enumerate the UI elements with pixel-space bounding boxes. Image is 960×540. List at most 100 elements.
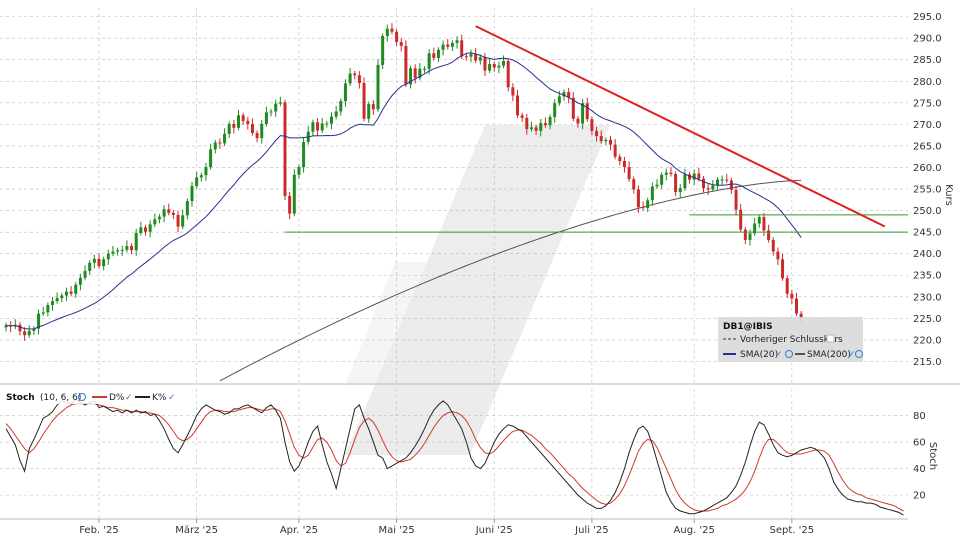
candle [297, 164, 301, 179]
candle [539, 118, 543, 137]
candle-body [711, 185, 715, 190]
candle [683, 168, 687, 191]
candle-body [97, 258, 101, 267]
price-y-axis: 215.0 220.0 225.0 230.0 235.0 240.0 245.0 250.0… [913, 12, 942, 368]
legend-sma20-check-icon[interactable]: ✓ [775, 350, 783, 360]
candle [753, 217, 757, 237]
candle-body [269, 111, 273, 113]
candle [632, 176, 636, 194]
stoch-d-label: D% [109, 393, 125, 403]
candle-body [469, 53, 473, 57]
candle-body [288, 195, 292, 214]
candle-body [153, 219, 157, 225]
candle [497, 61, 501, 74]
legend-sma200-check-icon[interactable]: ✓ [848, 350, 856, 360]
candle-body [571, 97, 575, 119]
price-tick-label: 255.0 [913, 185, 942, 196]
candle-body [74, 284, 78, 294]
legend-title: DB1@IBIS [723, 322, 773, 332]
candle [525, 113, 529, 135]
x-tick-label: März '25 [175, 525, 218, 536]
stoch-k-check-icon[interactable]: ✓ [168, 393, 176, 403]
candle-body [785, 278, 789, 294]
candle [330, 112, 333, 130]
candle-body [92, 258, 96, 263]
x-tick-label: Sept. '25 [770, 525, 815, 536]
candle-body [478, 57, 482, 61]
price-tick-label: 275.0 [913, 98, 942, 109]
candle [511, 83, 515, 102]
candle [102, 256, 106, 271]
sma20-line [5, 52, 802, 330]
candle [418, 63, 422, 81]
legend-sma200-settings-icon[interactable] [855, 350, 863, 358]
candle-body [209, 149, 213, 168]
candle-body [83, 270, 87, 278]
candle-body [367, 104, 371, 119]
candle [622, 156, 626, 173]
candle [74, 282, 78, 298]
candle-body [725, 179, 729, 181]
candle [288, 191, 292, 220]
candle-body [223, 133, 227, 144]
candle-body [283, 102, 287, 196]
candle [371, 100, 375, 115]
candle [381, 33, 385, 69]
legend-toggle-checkbox[interactable] [826, 334, 835, 343]
stoch-settings-icon[interactable] [78, 393, 86, 401]
candle-body [520, 115, 524, 118]
candle-body [371, 104, 375, 110]
candle-body [441, 44, 445, 50]
candle-body [720, 179, 724, 181]
candle-body [436, 49, 440, 58]
legend-sma20-label: SMA(20) [740, 350, 778, 360]
candle [181, 209, 185, 230]
stoch-tick-label: 80 [913, 411, 926, 422]
candle-body [567, 92, 571, 98]
candle [613, 139, 617, 160]
candle-body [55, 298, 59, 302]
candle [353, 70, 357, 80]
candle-body [120, 249, 124, 251]
candle-body [199, 175, 203, 178]
candle [674, 171, 678, 197]
candle-body [297, 167, 301, 175]
candle-body [743, 229, 747, 240]
resistance-trendline [475, 25, 886, 228]
candle-body [18, 324, 22, 332]
candle-body [446, 44, 450, 47]
x-tick-label: Feb. '25 [79, 525, 119, 536]
stoch-d-check-icon[interactable]: ✓ [125, 393, 133, 403]
candle-body [157, 216, 161, 220]
price-tick-label: 230.0 [913, 292, 942, 303]
sma20-path [5, 52, 802, 330]
candle-body [134, 233, 138, 251]
candle [92, 254, 96, 269]
candle-body [316, 122, 320, 131]
candle [23, 327, 27, 341]
candle [385, 24, 389, 42]
candle [585, 97, 589, 122]
legend-sma20-settings-icon[interactable] [785, 350, 793, 358]
candle [148, 220, 152, 238]
candle [739, 204, 743, 233]
candle-body [715, 179, 719, 186]
candle [37, 309, 41, 335]
price-tick-label: 225.0 [913, 314, 942, 325]
candle-body [562, 92, 566, 97]
candle [478, 54, 482, 65]
price-tick-label: 220.0 [913, 335, 942, 346]
candle-body [264, 112, 268, 124]
candle [199, 172, 203, 182]
candle [274, 99, 278, 118]
candle-body [111, 251, 115, 254]
candle-body [78, 277, 82, 285]
candle-body [613, 144, 617, 157]
stoch-k-label: K% [152, 393, 167, 403]
candle-body [692, 173, 696, 180]
stoch-tick-label: 60 [913, 438, 926, 449]
candle-body [176, 214, 180, 227]
candle [51, 297, 54, 311]
